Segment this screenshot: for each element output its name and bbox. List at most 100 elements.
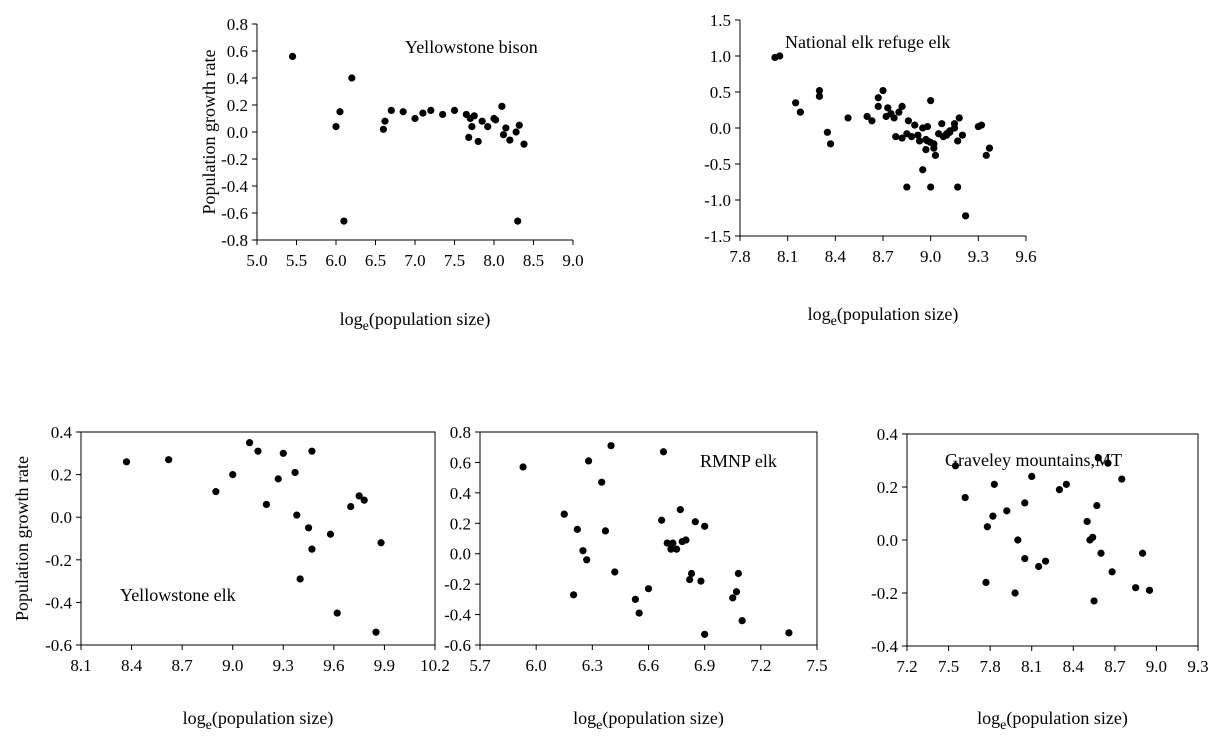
data-point <box>1093 501 1101 510</box>
data-point <box>598 478 606 486</box>
data-point <box>478 117 486 125</box>
y-tick-label: 0.5 <box>710 83 731 102</box>
data-point <box>293 511 301 519</box>
series-annotation: Yellowstone elk <box>120 585 236 605</box>
data-point <box>884 104 892 112</box>
data-point <box>387 106 395 114</box>
x-tick-label: 9.3 <box>1187 657 1208 676</box>
data-point <box>1097 549 1105 557</box>
data-point <box>950 120 959 128</box>
data-point <box>962 212 970 220</box>
data-point <box>1104 459 1112 467</box>
y-axis-label: Population growth rate <box>12 456 32 621</box>
data-point <box>245 439 254 447</box>
data-point <box>931 151 940 159</box>
y-tick-label: 0.0 <box>450 545 471 564</box>
x-tick-label: 9.6 <box>1015 247 1036 266</box>
scatter-panel-4: -0.6 -0.4 -0.2 0.0 0.2 0.4 0.6 0.8 5.7 6.0 6.3 6.6 6… <box>444 423 828 733</box>
data-point <box>304 524 313 532</box>
y-tick-label: 0.0 <box>877 531 898 550</box>
y-tick-label: 0.4 <box>877 425 899 444</box>
y-tick-label: 0.2 <box>227 96 248 115</box>
data-point <box>951 462 960 470</box>
data-point <box>308 447 316 455</box>
y-tick-label: 0.2 <box>877 478 898 497</box>
data-point <box>419 109 427 117</box>
x-tick-label: 9.0 <box>920 247 941 266</box>
y-tick-label: 0.4 <box>450 484 472 503</box>
data-point <box>274 475 282 483</box>
y-tick-label: -0.2 <box>45 551 72 570</box>
data-point <box>468 123 476 131</box>
x-tick-label: 7.2 <box>750 656 771 675</box>
y-tick-label: -0.4 <box>871 637 898 656</box>
data-point <box>908 133 916 141</box>
data-point <box>474 137 482 146</box>
data-point <box>1138 549 1147 557</box>
y-tick-label: 0.8 <box>450 423 471 442</box>
data-point <box>942 130 951 138</box>
data-point <box>982 151 990 159</box>
x-axis-label: loge(population size) <box>977 708 1128 733</box>
data-point <box>1062 480 1070 488</box>
x-tick-label: 8.4 <box>1063 657 1085 676</box>
data-point <box>863 112 871 121</box>
data-point <box>332 123 340 131</box>
series-annotation: National elk refuge elk <box>785 32 950 52</box>
data-point <box>1003 507 1011 515</box>
data-point <box>583 556 591 564</box>
data-point <box>659 448 668 456</box>
x-tick-label: 6.0 <box>325 251 346 270</box>
y-tick-label: 1.0 <box>710 47 731 66</box>
x-tick-label: 8.5 <box>523 251 544 270</box>
data-point <box>355 492 363 500</box>
scatter-panel-5: -0.4 -0.2 0.0 0.2 0.4 7.2 7.5 7.8 8.1 8.4 8.7 9.0 9.… <box>871 425 1209 733</box>
data-point <box>686 575 694 584</box>
x-tick-label: 9.0 <box>562 251 583 270</box>
data-point <box>930 140 938 148</box>
data-point <box>360 496 368 504</box>
y-tick-label: 0.0 <box>710 119 731 138</box>
y-tick-label: -0.6 <box>221 204 248 223</box>
data-point <box>644 585 653 593</box>
data-point <box>989 512 997 520</box>
data-point <box>573 525 581 533</box>
data-point <box>667 545 675 553</box>
data-point <box>927 183 935 191</box>
data-point <box>903 183 911 191</box>
y-tick-label: 0.0 <box>51 508 72 527</box>
data-point <box>333 609 341 617</box>
y-tick-label: -0.6 <box>444 636 471 655</box>
data-point <box>279 449 287 457</box>
x-axis-label: loge(population size) <box>340 309 491 334</box>
x-axis-label: loge(population size) <box>183 708 334 733</box>
data-point <box>254 447 262 455</box>
data-point <box>982 578 990 587</box>
x-tick-label: 7.8 <box>729 247 750 266</box>
data-point <box>512 128 520 136</box>
data-point <box>938 120 946 128</box>
data-point <box>601 527 610 535</box>
x-tick-label: 8.4 <box>825 247 847 266</box>
data-point <box>919 166 927 174</box>
x-tick-label: 9.0 <box>222 656 243 675</box>
x-tick-label: 6.3 <box>582 656 603 675</box>
data-point <box>491 116 500 124</box>
data-point <box>697 577 705 585</box>
x-tick-label: 5.5 <box>286 251 307 270</box>
y-tick-label: 0.2 <box>450 514 471 533</box>
data-point <box>347 502 355 511</box>
y-tick-label: 1.5 <box>710 11 731 30</box>
data-point <box>1089 533 1097 541</box>
x-tick-label: 7.5 <box>938 657 959 676</box>
data-point <box>1132 584 1140 592</box>
data-point <box>1014 536 1022 544</box>
data-point <box>663 539 671 547</box>
data-point <box>915 137 924 145</box>
data-point <box>450 106 459 114</box>
y-tick-label: 0.6 <box>450 453 471 472</box>
y-tick-label: -1.5 <box>704 227 731 246</box>
x-tick-label: 7.5 <box>806 656 827 675</box>
data-point <box>729 594 737 602</box>
